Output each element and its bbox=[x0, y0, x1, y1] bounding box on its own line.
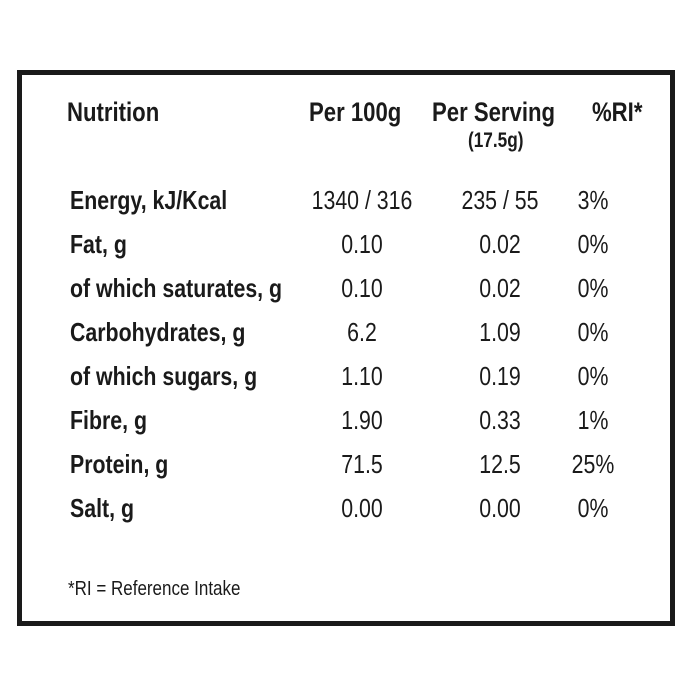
table-row: Protein, g 71.5 12.5 25% bbox=[22, 446, 670, 482]
row-per-serving: 0.02 bbox=[479, 273, 521, 303]
row-per-serving: 0.02 bbox=[479, 229, 521, 259]
row-ri: 0% bbox=[577, 361, 609, 391]
row-ri: 0% bbox=[577, 493, 609, 523]
row-per-serving: 0.33 bbox=[479, 405, 521, 435]
row-per-100g: 71.5 bbox=[341, 449, 383, 479]
table-row: Fat, g 0.10 0.02 0% bbox=[22, 226, 670, 262]
row-label: Energy, kJ/Kcal bbox=[70, 185, 228, 215]
header-per-serving: Per Serving bbox=[432, 97, 556, 127]
row-per-serving: 0.19 bbox=[479, 361, 521, 391]
header-ri: %RI* bbox=[592, 97, 643, 127]
row-ri: 25% bbox=[571, 449, 615, 479]
table-row: Fibre, g 1.90 0.33 1% bbox=[22, 402, 670, 438]
table-row: of which saturates, g 0.10 0.02 0% bbox=[22, 270, 670, 306]
row-ri: 0% bbox=[577, 317, 609, 347]
row-label: Fat, g bbox=[70, 229, 127, 259]
row-per-100g: 0.10 bbox=[341, 229, 383, 259]
row-ri: 0% bbox=[577, 229, 609, 259]
nutrition-table-panel: Nutrition Per 100g Per Serving (17.5g) %… bbox=[17, 70, 675, 626]
row-per-100g: 1.90 bbox=[341, 405, 383, 435]
row-per-serving: 1.09 bbox=[479, 317, 521, 347]
table-row: Salt, g 0.00 0.00 0% bbox=[22, 490, 670, 526]
row-label: of which sugars, g bbox=[70, 361, 258, 391]
header-nutrition: Nutrition bbox=[67, 97, 160, 127]
row-label: Protein, g bbox=[70, 449, 169, 479]
row-label: Carbohydrates, g bbox=[70, 317, 246, 347]
row-ri: 1% bbox=[577, 405, 609, 435]
row-per-serving: 12.5 bbox=[479, 449, 521, 479]
row-per-100g: 1.10 bbox=[341, 361, 383, 391]
table-row: Carbohydrates, g 6.2 1.09 0% bbox=[22, 314, 670, 350]
row-per-100g: 0.00 bbox=[341, 493, 383, 523]
row-per-100g: 1340 / 316 bbox=[311, 185, 413, 215]
row-label: Fibre, g bbox=[70, 405, 148, 435]
row-label: Salt, g bbox=[70, 493, 134, 523]
row-ri: 3% bbox=[577, 185, 609, 215]
table-row: of which sugars, g 1.10 0.19 0% bbox=[22, 358, 670, 394]
row-per-100g: 6.2 bbox=[347, 317, 377, 347]
table-row: Energy, kJ/Kcal 1340 / 316 235 / 55 3% bbox=[22, 182, 670, 218]
row-per-serving: 0.00 bbox=[479, 493, 521, 523]
header-per-100g: Per 100g bbox=[309, 97, 402, 127]
header-serving-size: (17.5g) bbox=[468, 129, 524, 152]
row-ri: 0% bbox=[577, 273, 609, 303]
row-label: of which saturates, g bbox=[70, 273, 283, 303]
row-per-100g: 0.10 bbox=[341, 273, 383, 303]
footnote: *RI = Reference Intake bbox=[68, 578, 241, 600]
row-per-serving: 235 / 55 bbox=[461, 185, 539, 215]
